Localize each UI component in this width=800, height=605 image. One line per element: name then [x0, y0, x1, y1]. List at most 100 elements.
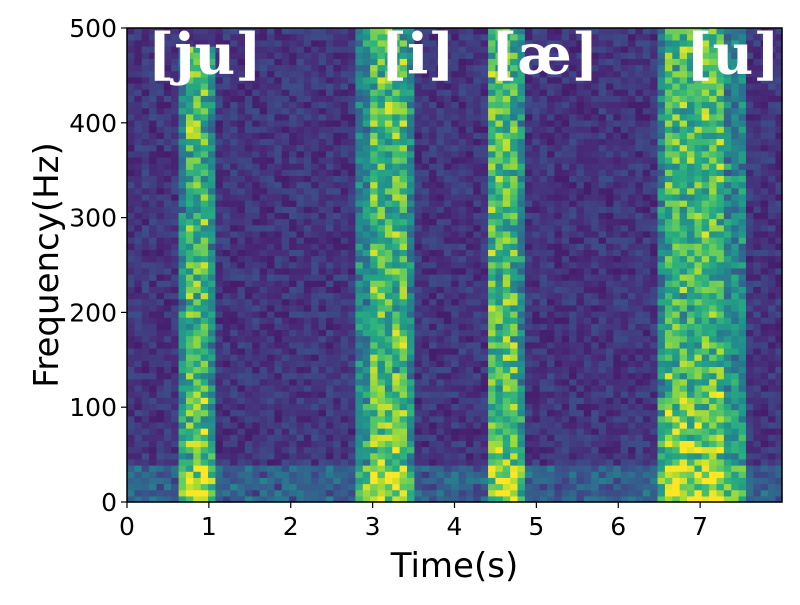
heatmap-cell [244, 483, 253, 491]
heatmap-cell [488, 64, 497, 72]
heatmap-cell [547, 434, 555, 441]
heatmap-cell [443, 107, 452, 115]
heatmap-cell [458, 347, 467, 355]
heatmap-cell [303, 489, 312, 497]
heatmap-cell [318, 452, 327, 460]
heatmap-cell [178, 181, 187, 189]
heatmap-cell [289, 477, 298, 485]
heatmap-cell [296, 132, 305, 140]
heatmap-cell [185, 200, 194, 207]
heatmap-cell [208, 212, 217, 220]
heatmap-cell [149, 249, 158, 257]
heatmap-cell [215, 471, 224, 478]
heatmap-cell [591, 181, 600, 189]
heatmap-cell [171, 310, 180, 318]
heatmap-cell [267, 82, 275, 90]
heatmap-cell [156, 347, 165, 355]
heatmap-cell [502, 255, 511, 263]
heatmap-cell [281, 397, 290, 405]
heatmap-cell [510, 397, 519, 405]
heatmap-cell [591, 113, 600, 121]
heatmap-cell [222, 403, 231, 411]
heatmap-cell [421, 163, 430, 170]
heatmap-cell [340, 230, 349, 238]
heatmap-cell [399, 391, 408, 398]
heatmap-cell [193, 169, 202, 177]
heatmap-cell [569, 150, 578, 158]
heatmap-cell [348, 175, 357, 183]
heatmap-cell [539, 354, 548, 361]
heatmap-cell [362, 471, 371, 478]
heatmap-cell [561, 335, 570, 343]
heatmap-cell [561, 163, 570, 170]
heatmap-cell [583, 156, 592, 164]
heatmap-cell [134, 440, 143, 448]
heatmap-cell [178, 440, 187, 448]
heatmap-cell [547, 415, 555, 423]
heatmap-cell [193, 440, 202, 448]
heatmap-cell [532, 163, 541, 170]
heatmap-cell [532, 489, 541, 497]
heatmap-cell [230, 33, 239, 41]
heatmap-cell [318, 335, 327, 343]
heatmap-cell [480, 397, 489, 405]
heatmap-cell [178, 409, 187, 417]
heatmap-cell [325, 409, 334, 417]
heatmap-cell [502, 58, 511, 66]
heatmap-cell [149, 409, 158, 417]
heatmap-cell [480, 132, 489, 140]
heatmap-cell [178, 378, 187, 386]
heatmap-cell [325, 95, 334, 103]
heatmap-cell [495, 163, 504, 170]
heatmap-cell [230, 304, 239, 312]
heatmap-cell [311, 126, 320, 133]
heatmap-cell [149, 317, 158, 324]
heatmap-cell [340, 409, 349, 417]
heatmap-cell [252, 372, 261, 380]
heatmap-cell [583, 267, 592, 275]
heatmap-cell [252, 477, 261, 485]
heatmap-cell [259, 187, 268, 195]
heatmap-cell [127, 366, 135, 374]
heatmap-cell [244, 452, 253, 460]
heatmap-cell [340, 107, 349, 115]
heatmap-cell [576, 181, 585, 189]
heatmap-cell [141, 495, 150, 503]
heatmap-cell [377, 138, 386, 146]
heatmap-cell [429, 200, 438, 207]
heatmap-cell [200, 82, 209, 90]
heatmap-cell [569, 76, 578, 84]
heatmap-cell [325, 82, 334, 90]
heatmap-cell [495, 70, 504, 78]
heatmap-cell [200, 28, 209, 35]
heatmap-cell [208, 237, 217, 244]
heatmap-cell [244, 366, 253, 374]
heatmap-cell [252, 471, 261, 478]
heatmap-cell [134, 495, 143, 503]
heatmap-cell [583, 237, 592, 244]
heatmap-cell [451, 378, 460, 386]
heatmap-cell [539, 107, 548, 115]
heatmap-cell [561, 212, 570, 220]
heatmap-cell [303, 310, 312, 318]
heatmap-cell [421, 274, 430, 281]
heatmap-cell [163, 267, 172, 275]
heatmap-cell [502, 138, 511, 146]
heatmap-cell [465, 175, 474, 183]
heatmap-cell [163, 415, 172, 423]
heatmap-cell [370, 39, 379, 47]
heatmap-cell [230, 483, 239, 491]
heatmap-cell [451, 310, 460, 318]
heatmap-cell [127, 335, 135, 343]
heatmap-cell [333, 465, 342, 472]
heatmap-cell [451, 58, 460, 66]
heatmap-cell [215, 150, 224, 158]
heatmap-cell [303, 347, 312, 355]
heatmap-cell [289, 458, 298, 466]
heatmap-cell [355, 335, 364, 343]
heatmap-cell [237, 354, 246, 361]
heatmap-cell [421, 489, 430, 497]
heatmap-cell [237, 181, 246, 189]
heatmap-cell [149, 64, 158, 72]
heatmap-cell [569, 82, 578, 90]
